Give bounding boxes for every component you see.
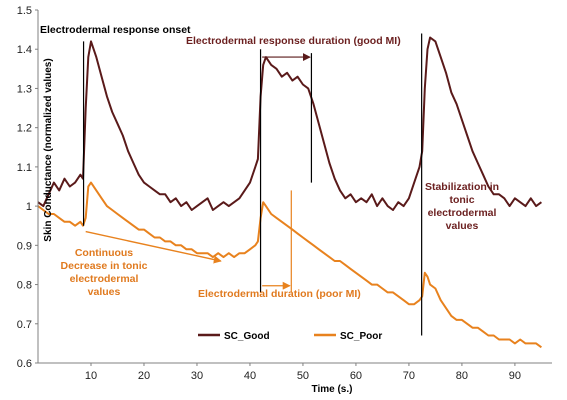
y-tick-label: 0.9 [17, 240, 32, 252]
y-tick-label: 1 [26, 201, 32, 213]
legend: SC_Good SC_Poor [198, 331, 382, 342]
x-tick-label: 80 [456, 370, 468, 382]
x-axis-title: Time (s.) [312, 384, 353, 395]
y-tick-label: 0.6 [17, 358, 32, 370]
svg-text:electrodermal: electrodermal [70, 273, 139, 285]
y-tick-label: 1.4 [17, 44, 32, 56]
y-tick-label: 0.8 [17, 280, 32, 292]
annotation-duration-good: Electrodermal response duration (good MI… [186, 35, 401, 47]
x-tick-label: 10 [85, 370, 97, 382]
svg-text:values: values [88, 286, 121, 298]
y-axis-title: Skin Conductance (normalized values) [43, 58, 54, 241]
x-tick-label: 20 [138, 370, 150, 382]
plot-lines [37, 36, 542, 349]
annotation-stabilization: Stabilization in tonic electrodermal val… [425, 181, 499, 232]
svg-text:tonic: tonic [449, 194, 474, 206]
continuous-decrease-arrow [85, 230, 222, 264]
series-line-sc-poor [37, 181, 542, 349]
y-tick-label: 1.2 [17, 123, 32, 135]
y-tick-label: 1.5 [17, 5, 32, 17]
x-tick-label: 40 [244, 370, 256, 382]
legend-label-sc-poor: SC_Poor [340, 331, 382, 342]
x-tick-label: 70 [403, 370, 415, 382]
y-tick-label: 0.7 [17, 319, 32, 331]
annotation-continuous: Continuous Decrease in tonic electroderm… [61, 247, 148, 298]
y-tick-label: 1.1 [17, 162, 32, 174]
svg-text:Decrease in tonic: Decrease in tonic [61, 260, 148, 272]
svg-text:electrodermal: electrodermal [428, 207, 497, 219]
x-tick-label: 90 [509, 370, 521, 382]
event-markers [82, 33, 423, 336]
legend-label-sc-good: SC_Good [224, 331, 270, 342]
annotation-onset: Electrodermal response onset [40, 24, 191, 36]
svg-text:Continuous: Continuous [75, 247, 133, 259]
series-line-sc-good [37, 36, 542, 211]
x-tick-label: 60 [350, 370, 362, 382]
axes: 0.6 0.7 0.8 0.9 1 1.1 1.2 1.3 1.4 1.5 10 20 30 40 50 60… [17, 5, 552, 382]
annotation-duration-poor: Electrodermal duration (poor MI) [198, 288, 361, 300]
svg-text:values: values [446, 220, 479, 232]
svg-text:Stabilization in: Stabilization in [425, 181, 499, 193]
y-tick-label: 1.3 [17, 83, 32, 95]
x-tick-label: 30 [191, 370, 203, 382]
x-tick-label: 50 [297, 370, 309, 382]
